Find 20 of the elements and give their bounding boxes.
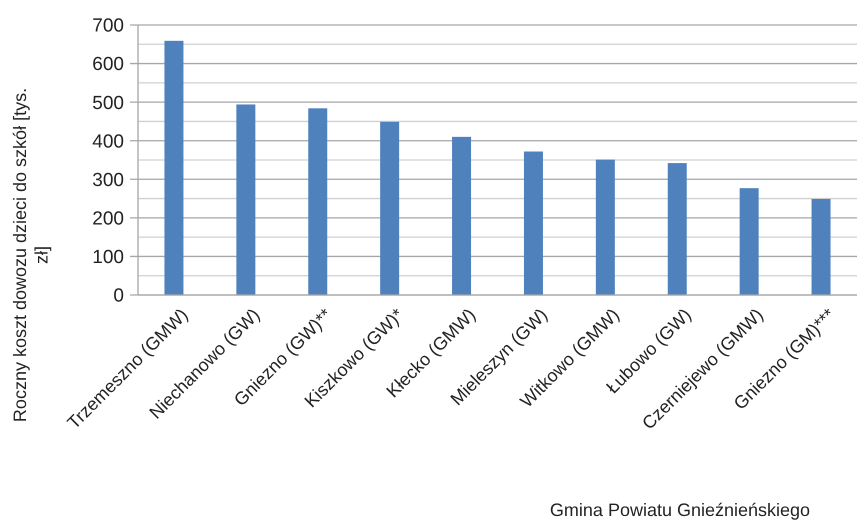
bar (164, 40, 184, 295)
bar (524, 152, 543, 295)
y-tick-label: 600 (92, 54, 124, 76)
x-axis-title: Gmina Powiatu Gnieźnieńskiego (550, 500, 810, 520)
bar (236, 104, 256, 295)
y-axis-title: Roczny koszt dowozu dzieci do szkół [tys. zł] (10, 88, 52, 422)
bar (596, 160, 615, 295)
y-tick-label: 200 (92, 208, 124, 230)
bar (668, 163, 687, 295)
bar (308, 108, 328, 295)
bar (452, 136, 472, 295)
y-tick-label: 0 (113, 286, 124, 307)
bar (380, 122, 400, 295)
y-tick-label: 100 (92, 247, 124, 268)
bar (740, 188, 759, 295)
y-tick-label: 300 (92, 170, 124, 191)
bar (812, 198, 831, 295)
y-tick-label: 400 (92, 131, 124, 152)
y-tick-label: 500 (92, 92, 124, 114)
y-tick-label: 700 (92, 16, 124, 37)
